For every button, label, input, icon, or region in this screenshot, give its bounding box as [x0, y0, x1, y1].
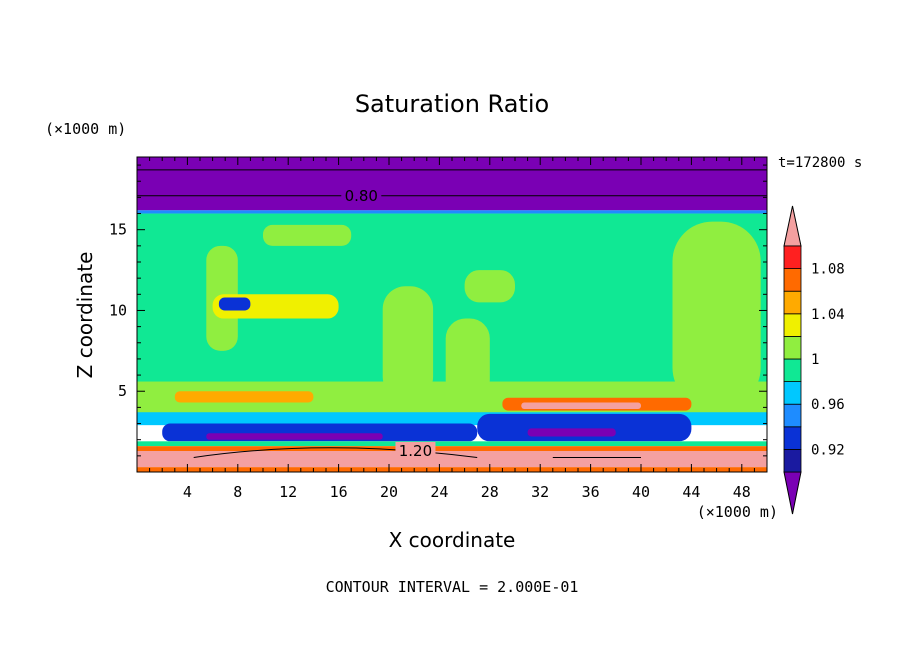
contour-region: [218, 297, 251, 311]
contour-region: [174, 391, 314, 403]
y-tick-label: 5: [118, 382, 127, 400]
y-axis: 5 10 15: [109, 164, 767, 457]
contour-region: [672, 221, 761, 408]
contour-label-bg: [395, 442, 436, 458]
x-tick-label: 32: [531, 483, 549, 501]
contour-region: [137, 451, 767, 468]
contour-region: [521, 402, 641, 409]
x-tick-label: 44: [682, 483, 700, 501]
contour-interval-footer: CONTOUR INTERVAL = 2.000E-01: [326, 578, 579, 596]
contour-region: [137, 210, 767, 214]
contour-label: 1.20: [399, 442, 432, 460]
x-tick-label: 16: [330, 483, 348, 501]
contour-region: [477, 413, 692, 442]
contour-region: [445, 318, 490, 400]
colorbar-segment: [783, 358, 802, 383]
colorbar: 0.92 0.96 1 1.04 1.08: [783, 205, 845, 515]
colorbar-over-arrow: [783, 205, 802, 247]
colorbar-segment: [783, 268, 802, 292]
x-tick-label: 8: [233, 483, 242, 501]
y-axis-label: Z coordinate: [73, 252, 97, 379]
colorbar-segment: [783, 245, 802, 270]
contour-region: [137, 441, 767, 447]
plot-area: 0.80 1.20: [136, 156, 768, 473]
colorbar-tick-label: 0.92: [811, 442, 845, 458]
colorbar-segment: [783, 403, 802, 428]
contour-line: [193, 447, 478, 458]
x-tick-label: 48: [733, 483, 751, 501]
x-unit-label: (×1000 m): [697, 503, 778, 521]
colorbar-segment: [783, 290, 802, 315]
time-label: t=172800 s: [778, 155, 862, 171]
colorbar-tick-label: 1.08: [811, 262, 845, 278]
contour-region: [137, 157, 767, 211]
colorbar-tick-label: 1.04: [811, 307, 845, 323]
colorbar-tick-label: 1: [811, 352, 819, 368]
colorbar-tick-label: 0.96: [811, 397, 845, 413]
x-tick-label: 20: [380, 483, 398, 501]
colorbar-under-arrow: [783, 471, 802, 515]
x-tick-label: 28: [481, 483, 499, 501]
x-tick-label: 40: [632, 483, 650, 501]
y-tick-label: 15: [109, 221, 127, 239]
x-tick-label: 4: [183, 483, 192, 501]
colorbar-segment: [783, 426, 802, 450]
colorbar-segment: [783, 313, 802, 337]
contour-region: [137, 446, 767, 453]
contour-region: [382, 286, 434, 400]
chart-title: Saturation Ratio: [355, 90, 549, 118]
contour-region: [263, 224, 352, 246]
colorbar-segment: [783, 381, 802, 405]
contour-region: [527, 428, 616, 437]
y-unit-label: (×1000 m): [45, 120, 126, 138]
x-tick-label: 24: [430, 483, 448, 501]
colorbar-segment: [783, 335, 802, 360]
contour-label-bg: [341, 186, 382, 203]
contour-region: [206, 433, 383, 440]
x-axis: 4 8 12 16 20 24 28 32 36 40 44 48: [149, 157, 755, 501]
colorbar-segment: [783, 448, 802, 473]
y-tick-label: 10: [109, 301, 127, 319]
contour-region: [464, 270, 515, 303]
contour-label: 0.80: [345, 187, 378, 205]
x-axis-label: X coordinate: [389, 528, 516, 552]
x-tick-label: 36: [582, 483, 600, 501]
x-tick-label: 12: [279, 483, 297, 501]
